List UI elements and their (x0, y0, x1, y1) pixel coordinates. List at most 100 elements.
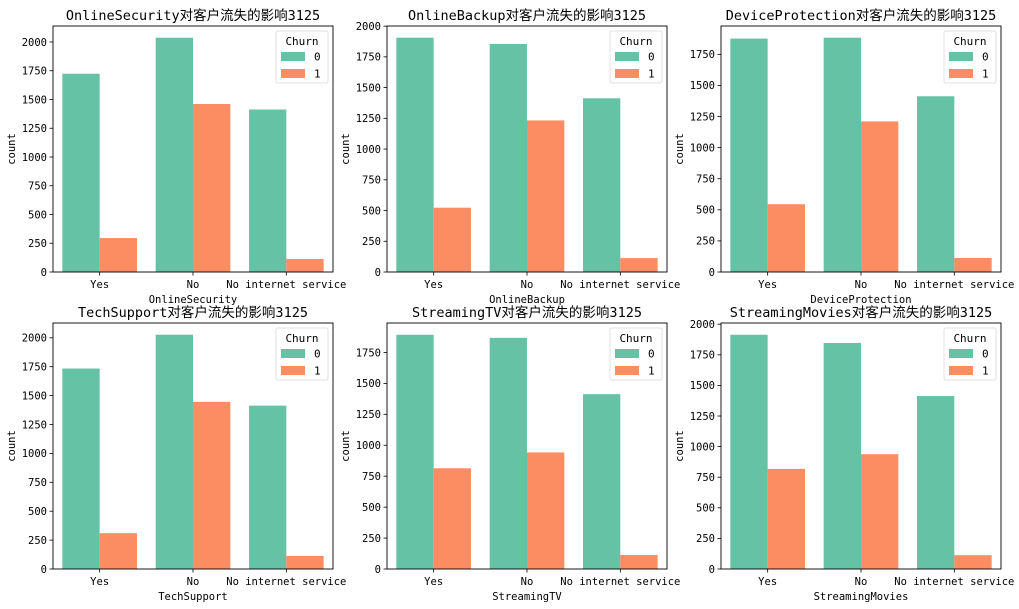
y-tick-label: 500 (362, 205, 381, 217)
bar-churn-1 (527, 452, 565, 569)
x-tick-label: Yes (90, 279, 109, 291)
y-tick-label: 750 (696, 174, 715, 186)
legend-label: 0 (982, 51, 989, 64)
x-axis-label: StreamingMovies (814, 591, 909, 603)
y-tick-label: 1500 (356, 82, 381, 94)
legend-swatch-churn-0 (281, 52, 305, 61)
y-tick-label: 750 (28, 477, 47, 489)
y-tick-label: 1250 (356, 113, 381, 125)
bar-churn-0 (730, 38, 768, 273)
bar-churn-0 (62, 368, 100, 569)
legend-label: 1 (314, 68, 321, 81)
y-tick-label: 0 (709, 267, 715, 279)
x-tick-label: No internet service (560, 279, 680, 291)
y-tick-label: 1250 (690, 411, 715, 423)
legend-label: 1 (648, 68, 655, 81)
x-tick-label: No internet service (894, 576, 1014, 588)
bar-churn-1 (99, 533, 137, 569)
y-tick-label: 1750 (356, 347, 381, 359)
legend-title: Churn (285, 35, 318, 48)
y-tick-label: 2000 (22, 37, 47, 49)
y-tick-label: 2000 (356, 21, 381, 33)
y-tick-label: 1750 (22, 361, 47, 373)
legend-swatch-churn-1 (615, 69, 639, 78)
x-tick-label: No internet service (894, 279, 1014, 291)
bar-churn-0 (823, 342, 861, 569)
legend-swatch-churn-1 (949, 69, 973, 78)
y-axis-label: count (340, 133, 352, 165)
chart-title: StreamingTV对客户流失的影响3125 (412, 304, 642, 321)
y-tick-label: 1500 (690, 80, 715, 92)
y-axis-label: count (340, 430, 352, 462)
y-tick-label: 500 (362, 502, 381, 514)
legend-swatch-churn-1 (281, 366, 305, 375)
y-tick-label: 0 (709, 564, 715, 576)
bar-churn-1 (193, 401, 231, 569)
legend-title: Churn (953, 35, 986, 48)
y-tick-label: 0 (41, 267, 47, 279)
x-tick-label: No (521, 279, 534, 291)
bar-churn-1 (433, 207, 471, 272)
bar-churn-0 (249, 109, 287, 272)
bar-churn-1 (433, 468, 471, 569)
x-tick-label: No (855, 576, 868, 588)
y-tick-label: 1500 (690, 380, 715, 392)
chart-panel: OnlineSecurity对客户流失的影响3125 0 250 500 750 1000… (6, 7, 346, 306)
y-tick-label: 1250 (356, 409, 381, 421)
y-tick-label: 750 (28, 181, 47, 193)
chart-title: DeviceProtection对客户流失的影响3125 (726, 7, 997, 24)
bar-churn-0 (155, 37, 193, 273)
x-tick-label: No (187, 279, 200, 291)
y-tick-label: 1250 (690, 111, 715, 123)
x-tick-label: Yes (758, 576, 777, 588)
x-tick-label: No (521, 576, 534, 588)
y-tick-label: 500 (28, 209, 47, 221)
legend-label: 1 (982, 365, 989, 378)
bar-churn-1 (527, 120, 565, 272)
y-tick-label: 500 (696, 205, 715, 217)
y-tick-label: 1000 (22, 448, 47, 460)
y-tick-label: 1000 (356, 440, 381, 452)
y-tick-label: 250 (362, 236, 381, 248)
bar-churn-1 (861, 121, 899, 272)
y-tick-label: 750 (362, 175, 381, 187)
legend-label: 0 (982, 348, 989, 361)
chart-panel: TechSupport对客户流失的影响3125 0 250 500 750 1000 125… (6, 304, 346, 603)
legend-label: 0 (314, 51, 321, 64)
bar-churn-1 (767, 204, 805, 272)
bar-churn-1 (954, 257, 992, 272)
bar-churn-0 (489, 43, 527, 273)
chart-title: StreamingMovies对客户流失的影响3125 (730, 304, 992, 321)
y-tick-label: 1250 (22, 419, 47, 431)
y-tick-label: 1000 (690, 441, 715, 453)
x-tick-label: No internet service (226, 279, 346, 291)
legend: Churn 0 1 (609, 30, 663, 84)
bar-churn-1 (193, 103, 231, 272)
legend-swatch-churn-1 (615, 366, 639, 375)
legend-label: 0 (314, 348, 321, 361)
x-tick-label: No internet service (226, 576, 346, 588)
legend-label: 0 (648, 51, 655, 64)
legend-label: 1 (982, 68, 989, 81)
x-tick-label: Yes (424, 576, 443, 588)
legend-swatch-churn-0 (949, 52, 973, 61)
y-tick-label: 0 (375, 267, 381, 279)
bar-churn-1 (861, 454, 899, 569)
x-axis-label: TechSupport (158, 591, 228, 603)
legend-title: Churn (619, 332, 652, 345)
legend: Churn 0 1 (275, 30, 329, 84)
y-tick-label: 0 (41, 564, 47, 576)
bar-churn-0 (62, 73, 100, 272)
legend: Churn 0 1 (943, 327, 997, 381)
y-tick-label: 250 (696, 533, 715, 545)
legend-swatch-churn-0 (281, 349, 305, 358)
bar-churn-1 (286, 259, 324, 272)
bar-churn-0 (730, 334, 768, 569)
y-tick-label: 1500 (356, 378, 381, 390)
y-tick-label: 0 (375, 564, 381, 576)
x-tick-label: No internet service (560, 576, 680, 588)
legend-title: Churn (953, 332, 986, 345)
y-axis-label: count (6, 133, 18, 165)
bar-churn-1 (620, 555, 658, 569)
